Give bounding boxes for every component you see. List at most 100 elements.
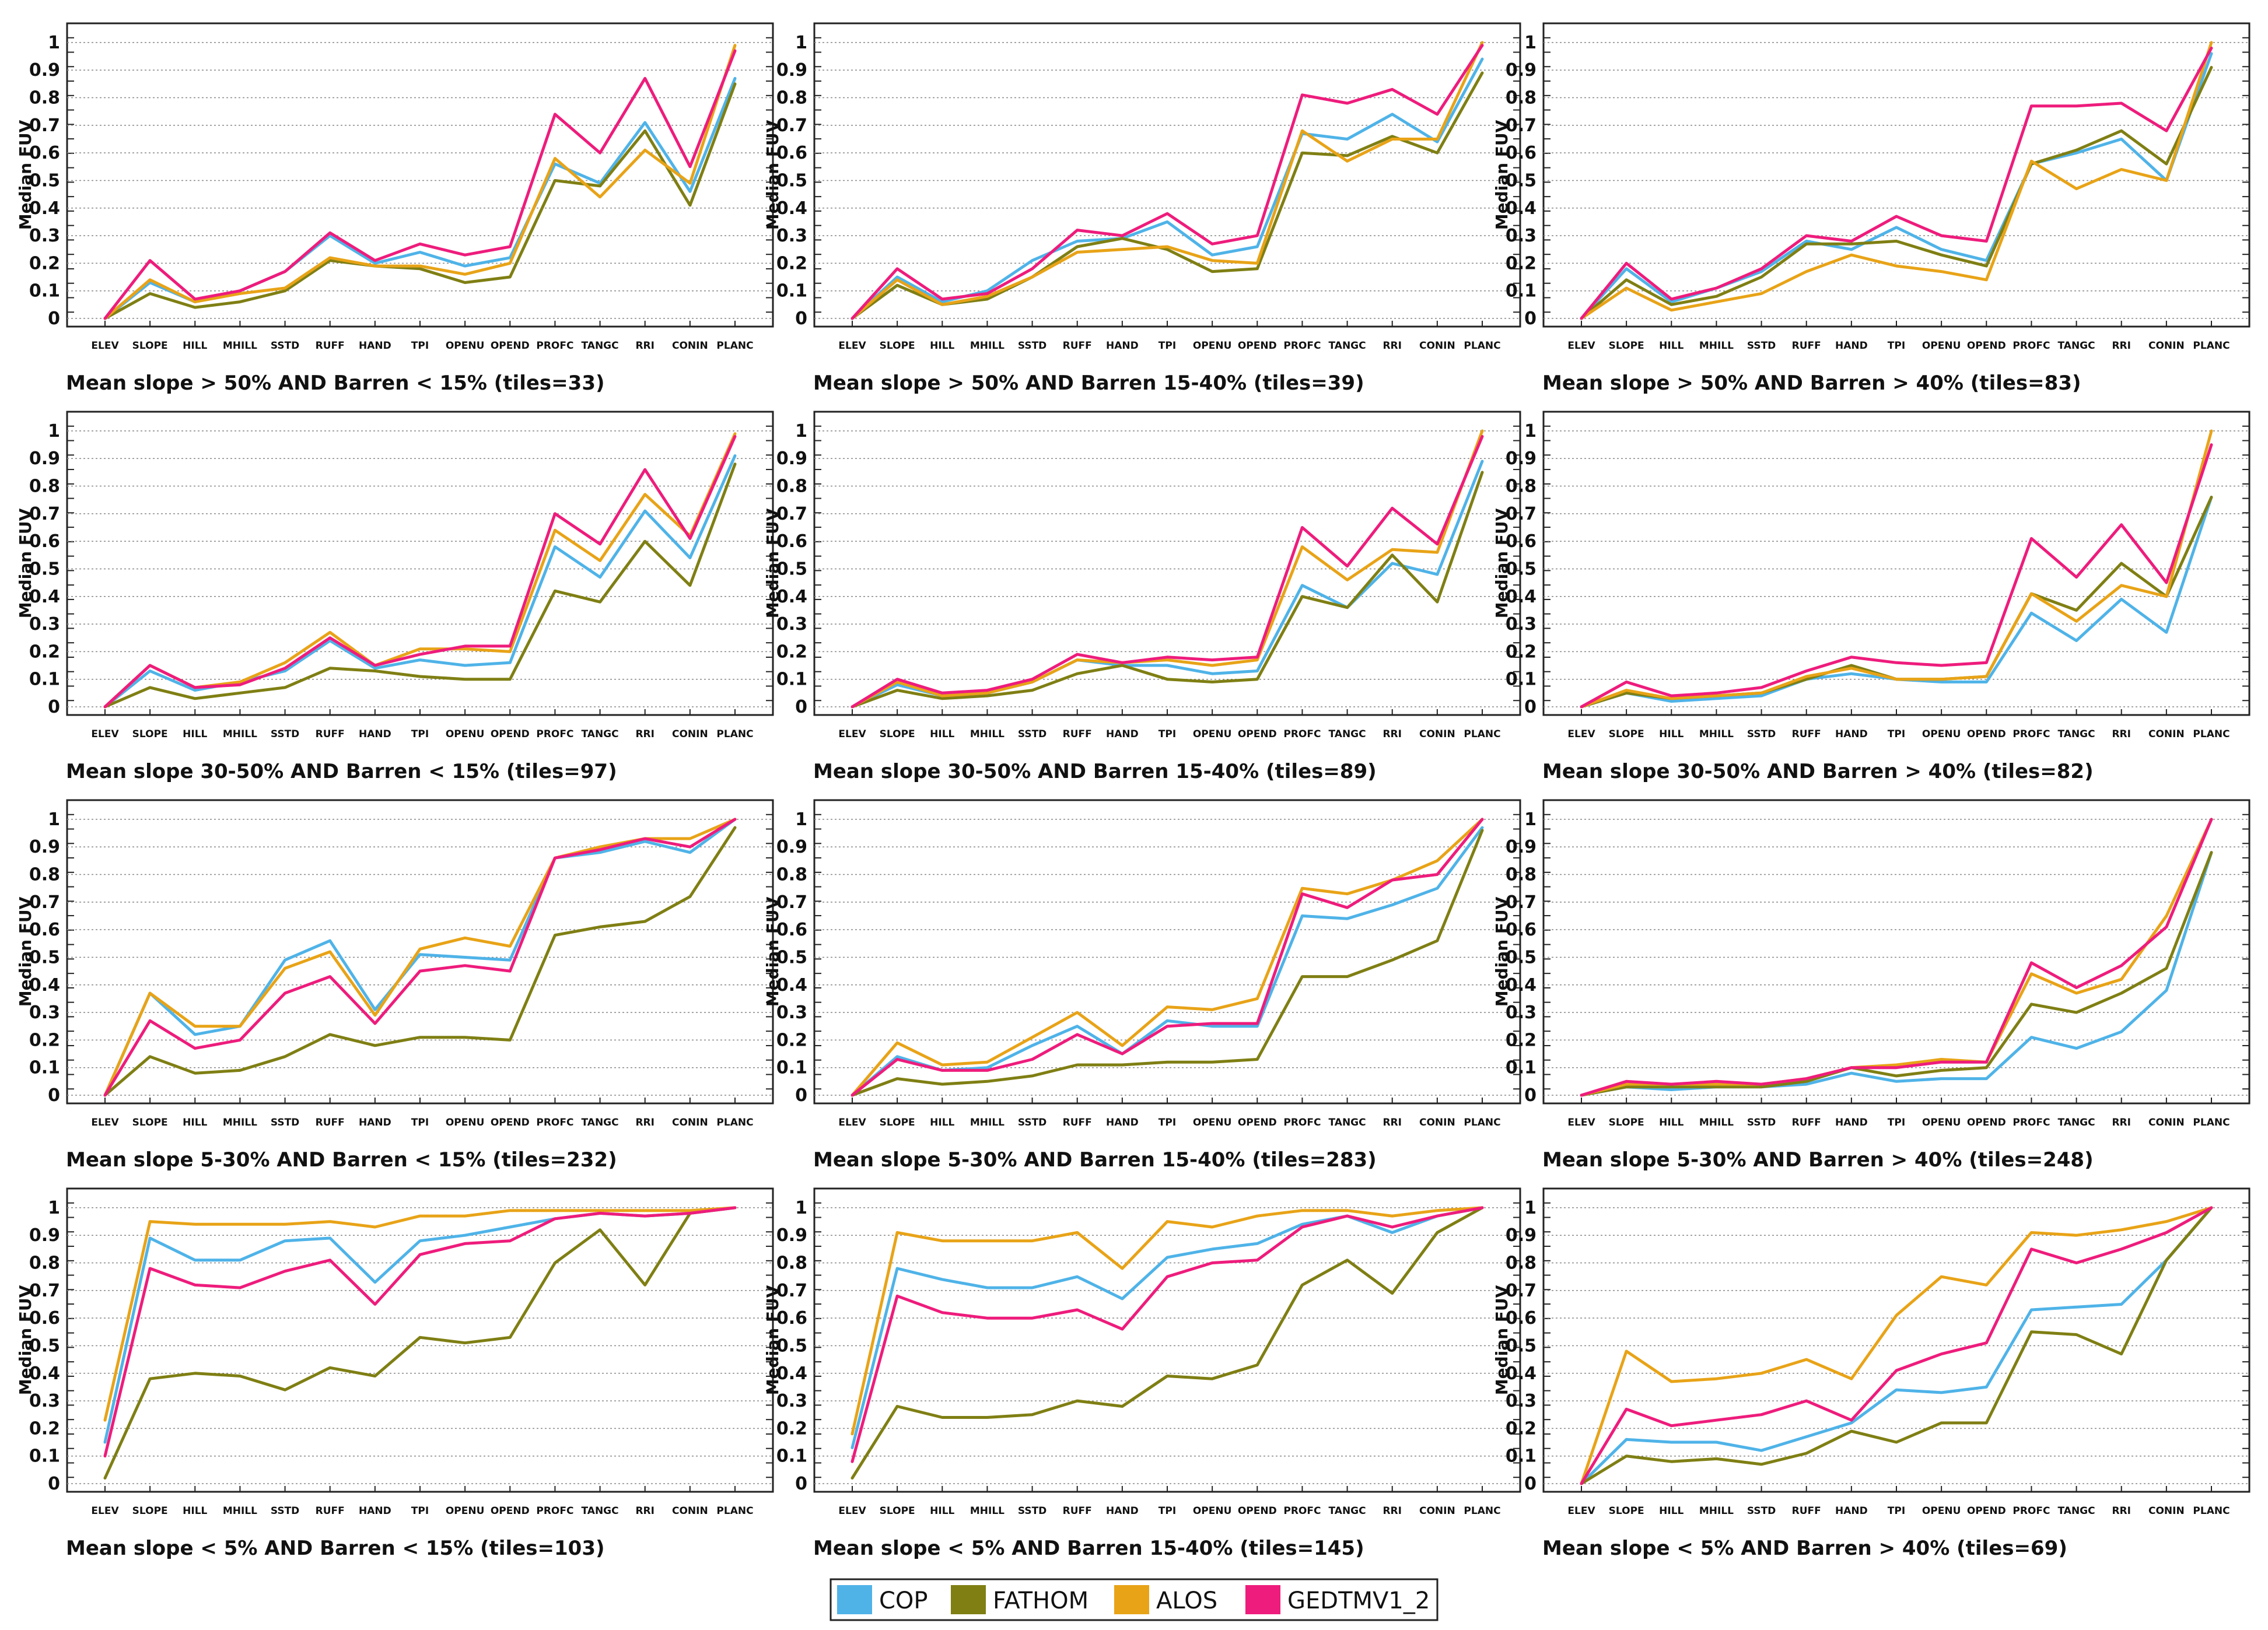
plot-frame [1542,411,2250,716]
chart-panel: 0 0.1 0.2 0.3 0.4 0.5 0.6 0.7 0.8 0.9 1 Median FUV E… [1492,22,2250,395]
x-tick-label: OPENU [1193,1505,1232,1517]
y-tick-label: 0.4 [1506,1363,1536,1384]
y-tick-label: 0.7 [776,1281,807,1301]
chart-panel: 0 0.1 0.2 0.3 0.4 0.5 0.6 0.7 0.8 0.9 1 Median FUV E… [763,411,1521,783]
x-tick-label: HAND [359,1505,391,1517]
x-tick-label: RRI [635,1117,654,1128]
y-tick-label: 0 [48,1085,60,1106]
x-tick-label: HAND [1835,1505,1868,1517]
legend-label: ALOS [1156,1587,1217,1614]
x-tick-label: PROFC [536,728,573,740]
x-tick-label: OPEND [491,728,530,740]
y-tick-label: 0.6 [29,531,60,552]
x-tick-label: MHILL [1699,340,1734,352]
x-tick-label: PROFC [2013,728,2050,740]
x-tick-label: CONIN [672,1117,708,1128]
x-tick-label: CONIN [1419,1117,1455,1128]
y-tick-label: 1 [795,33,807,53]
y-tick-label: 1 [795,809,807,830]
x-tick-label: RUFF [316,1117,345,1128]
y-axis-label: Median FUV [16,1285,35,1395]
y-tick-label: 0.8 [776,88,807,108]
plot-frame [1542,22,2250,328]
x-tick-label: ELEV [91,1117,119,1128]
x-tick-label: RRI [1382,340,1402,352]
y-axis-label: Median FUV [763,1285,782,1395]
y-tick-label: 0.5 [1506,947,1536,968]
y-tick-label: 0.9 [776,448,807,469]
panel-title: Mean slope 5-30% AND Barren < 15% (tiles… [66,1148,617,1172]
y-tick-label: 0.4 [29,198,60,219]
y-tick-label: 0.1 [776,1058,807,1078]
y-tick-label: 0.2 [776,1418,807,1439]
x-tick-label: HILL [183,1505,207,1517]
x-tick-label: OPENU [1922,1505,1961,1517]
y-tick-label: 0.6 [1506,920,1536,940]
x-tick-label: RRI [635,1505,654,1517]
x-tick-label: TPI [411,1117,429,1128]
y-tick-label: 1 [1524,809,1536,830]
chart-panel: 0 0.1 0.2 0.3 0.4 0.5 0.6 0.7 0.8 0.9 1 Median FUV E… [763,1187,1521,1560]
x-tick-label: RUFF [316,340,345,352]
chart-panel: 0 0.1 0.2 0.3 0.4 0.5 0.6 0.7 0.8 0.9 1 Median FUV E… [1492,1187,2250,1560]
x-tick-label: PLANC [716,1505,753,1517]
y-tick-label: 0.2 [776,642,807,662]
x-tick-label: TANGC [2058,1505,2095,1517]
x-tick-label: ELEV [1567,340,1595,352]
y-tick-label: 0.2 [1506,1030,1536,1050]
x-tick-label: CONIN [672,1505,708,1517]
x-tick-label: MHILL [223,1117,257,1128]
y-tick-label: 1 [48,809,60,830]
series-line [850,818,1484,1097]
plot-frame [813,22,1521,328]
y-tick-label: 0 [795,309,807,329]
series-line [1580,66,2213,320]
x-tick-label: ELEV [91,1505,119,1517]
y-tick-label: 0.8 [1506,865,1536,885]
y-tick-label: 0.5 [29,947,60,968]
x-tick-label: OPEND [491,340,530,352]
plot-frame [66,799,774,1105]
x-tick-label: ELEV [91,728,119,740]
y-tick-label: 0.1 [29,1446,60,1467]
y-tick-label: 0.3 [29,226,60,246]
x-tick-label: PROFC [2013,1117,2050,1128]
x-tick-label: OPEND [1238,1117,1277,1128]
x-tick-label: ELEV [838,1117,866,1128]
y-tick-label: 0.1 [1506,281,1536,302]
y-tick-label: 0.7 [1506,892,1536,913]
y-tick-label: 0.6 [776,920,807,940]
series-line [850,434,1484,709]
x-tick-label: HILL [1659,1117,1684,1128]
y-tick-label: 0 [1524,697,1536,717]
x-tick-label: OPENU [446,340,485,352]
x-tick-label: OPENU [1193,1117,1232,1128]
x-tick-label: OPEND [1238,340,1277,352]
x-tick-label: TANGC [2058,1117,2095,1128]
y-axis-label: Median FUV [763,508,782,618]
legend-swatch [1114,1585,1149,1614]
y-tick-label: 0.8 [776,1253,807,1274]
x-tick-label: HAND [1835,1117,1868,1128]
y-tick-label: 0 [1524,1474,1536,1494]
x-tick-label: RUFF [1063,728,1092,740]
x-tick-label: HAND [1106,728,1139,740]
y-axis-label: Median FUV [1492,508,1511,618]
y-axis-label: Median FUV [16,896,35,1007]
y-tick-label: 0 [1524,309,1536,329]
x-tick-label: MHILL [970,1505,1005,1517]
y-tick-label: 0.4 [1506,198,1536,219]
x-tick-label: HAND [1835,340,1868,352]
x-tick-label: TPI [1158,728,1176,740]
series-line [103,434,737,709]
x-tick-label: SSTD [1018,728,1046,740]
y-tick-label: 0.4 [29,975,60,995]
series-line [850,44,1484,320]
y-tick-label: 0.5 [776,947,807,968]
panel-title: Mean slope < 5% AND Barren > 40% (tiles=… [1542,1537,2067,1560]
x-tick-label: SSTD [271,340,299,352]
y-tick-label: 0.6 [776,531,807,552]
x-tick-label: SLOPE [1609,340,1644,352]
x-tick-label: PROFC [1283,340,1321,352]
